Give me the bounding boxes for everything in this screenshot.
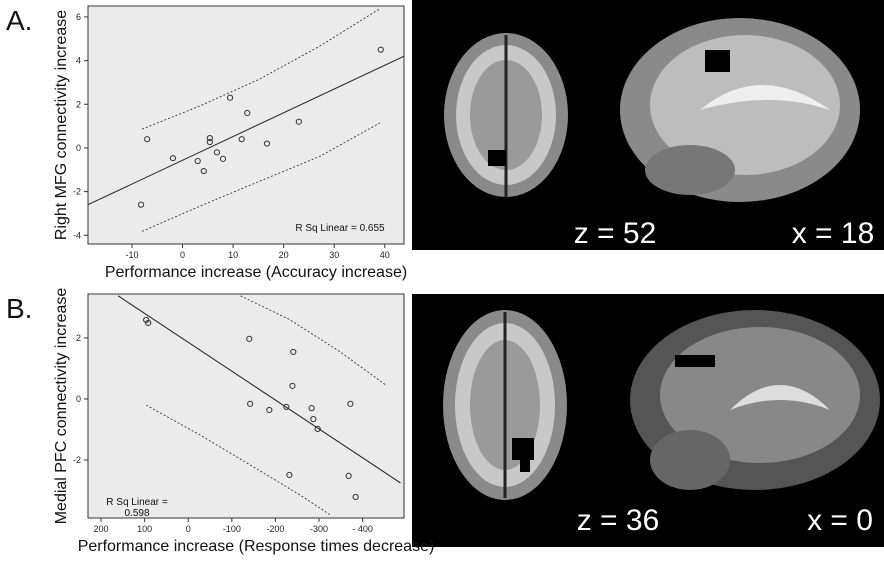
y-tick-label: 0 [76, 394, 81, 404]
x-tick-label: -200 [266, 524, 284, 534]
annotation: 0.598 [124, 508, 149, 519]
panel-label: A. [6, 5, 32, 36]
y-tick-label: -4 [73, 230, 81, 240]
brain-label: z = 36 [577, 504, 660, 537]
y-axis-title: Right MFG connectivity increase [53, 10, 70, 240]
x-tick-label: 40 [380, 250, 390, 260]
y-axis-title: Medial PFC connectivity increase [53, 288, 70, 525]
x-tick-label: 200 [94, 524, 109, 534]
panel-label: B. [6, 293, 32, 324]
x-axis-title: Performance increase (Accuracy increase) [105, 264, 407, 281]
brain-label: x = 18 [792, 217, 875, 250]
brain-label: z = 52 [574, 217, 657, 250]
y-tick-label: 4 [76, 56, 81, 66]
x-tick-label: 0 [186, 524, 191, 534]
plot-area [88, 294, 404, 518]
x-tick-label: 0 [180, 250, 185, 260]
x-tick-label: -100 [223, 524, 241, 534]
brain-label: x = 0 [807, 504, 873, 537]
annotation: R Sq Linear = 0.655 [295, 223, 385, 234]
figure: A.B.z = 52x = 18z = 36x = 0-10010203040-… [0, 0, 884, 579]
x-tick-label: - 400 [352, 524, 373, 534]
x-tick-label: 100 [137, 524, 152, 534]
annotation: R Sq Linear = [106, 497, 168, 508]
y-tick-label: -2 [73, 187, 81, 197]
y-tick-label: 6 [76, 12, 81, 22]
x-tick-label: 10 [228, 250, 238, 260]
y-tick-label: 0 [76, 143, 81, 153]
x-tick-label: 20 [279, 250, 289, 260]
y-tick-label: -2 [73, 455, 81, 465]
plot-area [88, 6, 404, 244]
brain-image-a [412, 0, 884, 250]
y-tick-label: 2 [76, 99, 81, 109]
x-tick-label: -300 [310, 524, 328, 534]
x-tick-label: 30 [329, 250, 339, 260]
x-axis-title: Performance increase (Response times dec… [78, 538, 435, 555]
x-tick-label: -10 [125, 250, 138, 260]
y-tick-label: 2 [76, 333, 81, 343]
